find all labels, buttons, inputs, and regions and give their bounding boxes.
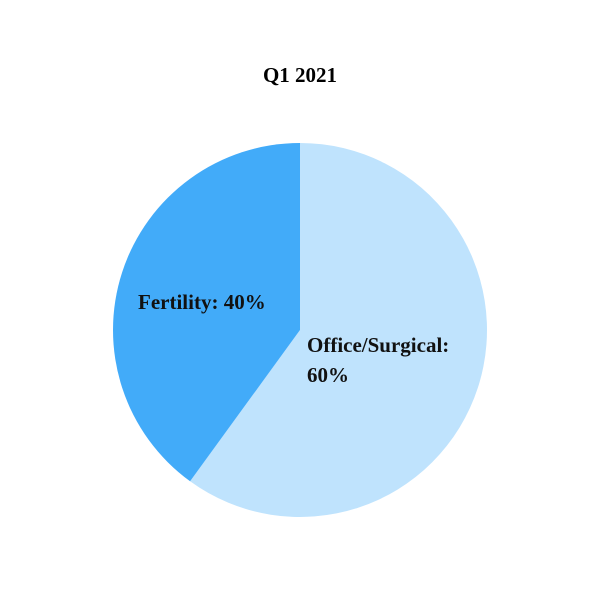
slice-label: Fertility: 40%	[138, 290, 266, 314]
pie-slice: Office/Surgical	[190, 143, 487, 517]
pie-slice: Fertility	[113, 143, 300, 482]
chart-title: Q1 2021	[263, 63, 337, 87]
slice-label: Office/Surgical: 60%	[307, 333, 450, 387]
